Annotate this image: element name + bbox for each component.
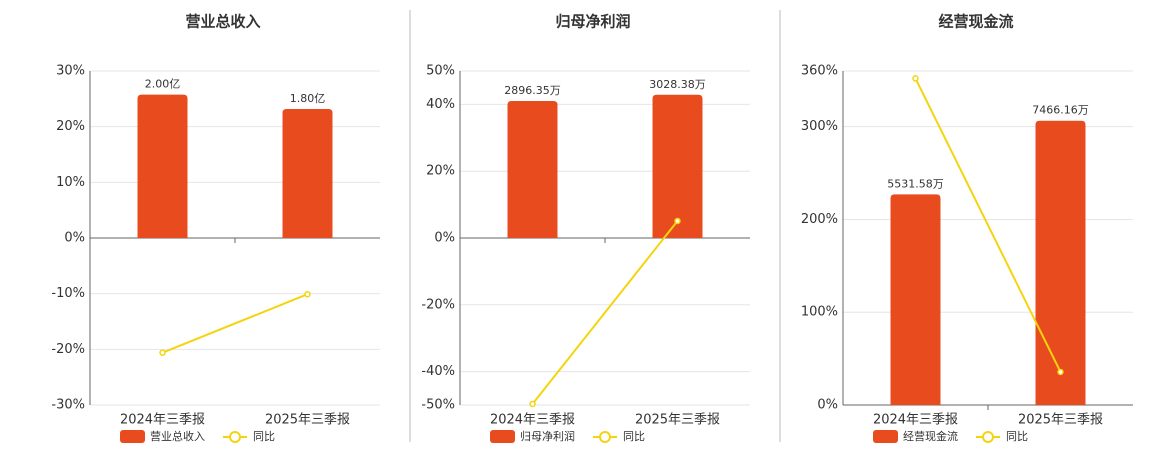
y-tick-label: -30% <box>51 398 85 413</box>
y-tick-label: 100% <box>801 305 838 320</box>
legend-swatch <box>490 430 515 443</box>
point <box>159 349 166 356</box>
point <box>912 75 919 82</box>
y-tick-label: 0% <box>64 231 85 246</box>
x-tick-label: 2024年三季报 <box>490 413 575 428</box>
legend-label: 归母净利润 <box>520 429 575 443</box>
bar <box>890 194 941 405</box>
chart-title: 经营现金流 <box>938 13 1013 31</box>
legend-marker <box>599 431 611 443</box>
point <box>529 400 536 408</box>
y-tick-label: -50% <box>421 398 455 413</box>
value-label: 7466.16万 <box>1032 104 1089 117</box>
y-tick-label: -20% <box>51 342 85 357</box>
point <box>674 217 681 225</box>
y-tick-label: -10% <box>51 286 85 301</box>
y-tick-label: 10% <box>56 175 85 190</box>
legend-label: 经营现金流 <box>903 429 958 443</box>
y-tick-label: 200% <box>801 212 838 227</box>
legend-label: 同比 <box>623 430 645 443</box>
line <box>531 220 679 405</box>
bar <box>1035 120 1086 405</box>
bar <box>282 108 333 238</box>
y-tick-label: 360% <box>801 64 838 79</box>
point <box>304 290 311 298</box>
value-label: 2896.35万 <box>504 84 561 97</box>
legend-label: 营业总收入 <box>150 429 205 443</box>
y-tick-label: 0% <box>817 398 838 413</box>
y-tick-label: -20% <box>421 297 455 312</box>
value-label: 3028.38万 <box>649 78 706 91</box>
y-tick-label: 0% <box>434 231 455 246</box>
point <box>1057 368 1064 376</box>
y-tick-label: 40% <box>426 97 455 112</box>
x-tick-label: 2024年三季报 <box>120 413 205 428</box>
legend-label: 同比 <box>1006 430 1028 443</box>
value-label: 1.80亿 <box>290 92 326 105</box>
bar <box>137 94 188 238</box>
x-tick-label: 2024年三季报 <box>873 413 958 428</box>
bar <box>652 94 703 238</box>
line <box>162 293 308 354</box>
x-tick-label: 2025年三季报 <box>635 413 720 428</box>
line <box>914 77 1062 373</box>
value-label: 5531.58万 <box>887 177 944 190</box>
y-tick-label: 20% <box>56 119 85 134</box>
value-label: 2.00亿 <box>145 78 181 91</box>
legend-swatch <box>873 430 898 443</box>
y-tick-label: 20% <box>426 164 455 179</box>
legend-marker <box>982 431 994 443</box>
y-tick-label: -40% <box>421 364 455 379</box>
legend-swatch <box>120 430 145 443</box>
y-tick-label: 30% <box>56 64 85 79</box>
bar <box>507 101 558 238</box>
legend-marker <box>229 431 241 443</box>
x-tick-label: 2025年三季报 <box>1018 413 1103 428</box>
chart-title: 营业总收入 <box>185 13 260 31</box>
y-tick-label: 50% <box>426 64 455 79</box>
legend-label: 同比 <box>253 430 275 443</box>
x-tick-label: 2025年三季报 <box>265 413 350 428</box>
y-tick-label: 300% <box>801 119 838 134</box>
chart-title: 归母净利润 <box>555 13 630 31</box>
